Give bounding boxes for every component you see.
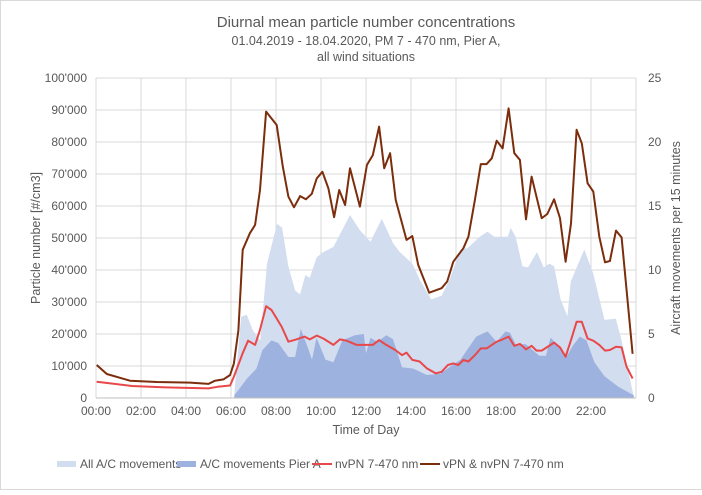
y2-tick-label: 15 — [648, 199, 662, 213]
y-tick-label: 30'000 — [51, 295, 87, 309]
y-tick-label: 90'000 — [51, 103, 87, 117]
line-series — [96, 107, 634, 390]
x-tick-label: 06:00 — [216, 404, 246, 418]
y-tick-label: 20'000 — [51, 327, 87, 341]
x-tick-label: 20:00 — [531, 404, 561, 418]
chart-subtitle-line-2: all wind situations — [317, 50, 415, 64]
x-tick-label: 18:00 — [486, 404, 516, 418]
y-tick-label: 100'000 — [45, 71, 88, 85]
x-tick-label: 22:00 — [576, 404, 606, 418]
y-tick-label: 50'000 — [51, 231, 87, 245]
y2-tick-label: 0 — [648, 391, 655, 405]
legend-label: nvPN 7-470 nm — [335, 457, 418, 471]
legend-swatch — [57, 461, 76, 467]
x-tick-label: 12:00 — [351, 404, 381, 418]
x-axis-title: Time of Day — [333, 423, 401, 437]
area-series — [233, 215, 634, 398]
y2-axis-title: Aircraft movements per 15 minutes — [669, 141, 683, 335]
y2-tick-label: 5 — [648, 327, 655, 341]
chart-title: Diurnal mean particle number concentrati… — [217, 14, 515, 31]
legend-label: vPN & nvPN 7-470 nm — [443, 457, 564, 471]
area-a-c-movements-pier-a — [234, 328, 634, 398]
y2-tick-label: 10 — [648, 263, 662, 277]
line-vpn-nvpn-7-470-nm — [96, 107, 634, 385]
axes: 0 10'000 20'000 30'000 40'000 50'000 60'000 70'… — [45, 71, 662, 418]
chart-subtitle-line-1: 01.04.2019 - 18.04.2020, PM 7 - 470 nm, … — [232, 34, 501, 48]
y-tick-label: 60'000 — [51, 199, 87, 213]
x-tick-label: 00:00 — [81, 404, 111, 418]
y-axis-title: Particle number [#/cm3] — [29, 172, 43, 304]
y-tick-label: 80'000 — [51, 135, 87, 149]
x-tick-label: 08:00 — [261, 404, 291, 418]
legend-swatch — [177, 461, 196, 467]
x-tick-label: 10:00 — [306, 404, 336, 418]
x-tick-label: 14:00 — [396, 404, 426, 418]
y2-tick-label: 25 — [648, 71, 662, 85]
y-tick-label: 0 — [80, 391, 87, 405]
legend-label: All A/C movements — [80, 457, 181, 471]
line-nvpn-7-470-nm — [96, 305, 634, 390]
y-tick-label: 70'000 — [51, 167, 87, 181]
x-tick-label: 02:00 — [126, 404, 156, 418]
y-tick-label: 40'000 — [51, 263, 87, 277]
legend-label: A/C movements Pier A — [200, 457, 321, 471]
x-tick-label: 16:00 — [441, 404, 471, 418]
x-tick-label: 04:00 — [171, 404, 201, 418]
y2-tick-label: 20 — [648, 135, 662, 149]
y-tick-label: 10'000 — [51, 359, 87, 373]
legend: All A/C movements A/C movements Pier A nvP… — [57, 457, 564, 471]
